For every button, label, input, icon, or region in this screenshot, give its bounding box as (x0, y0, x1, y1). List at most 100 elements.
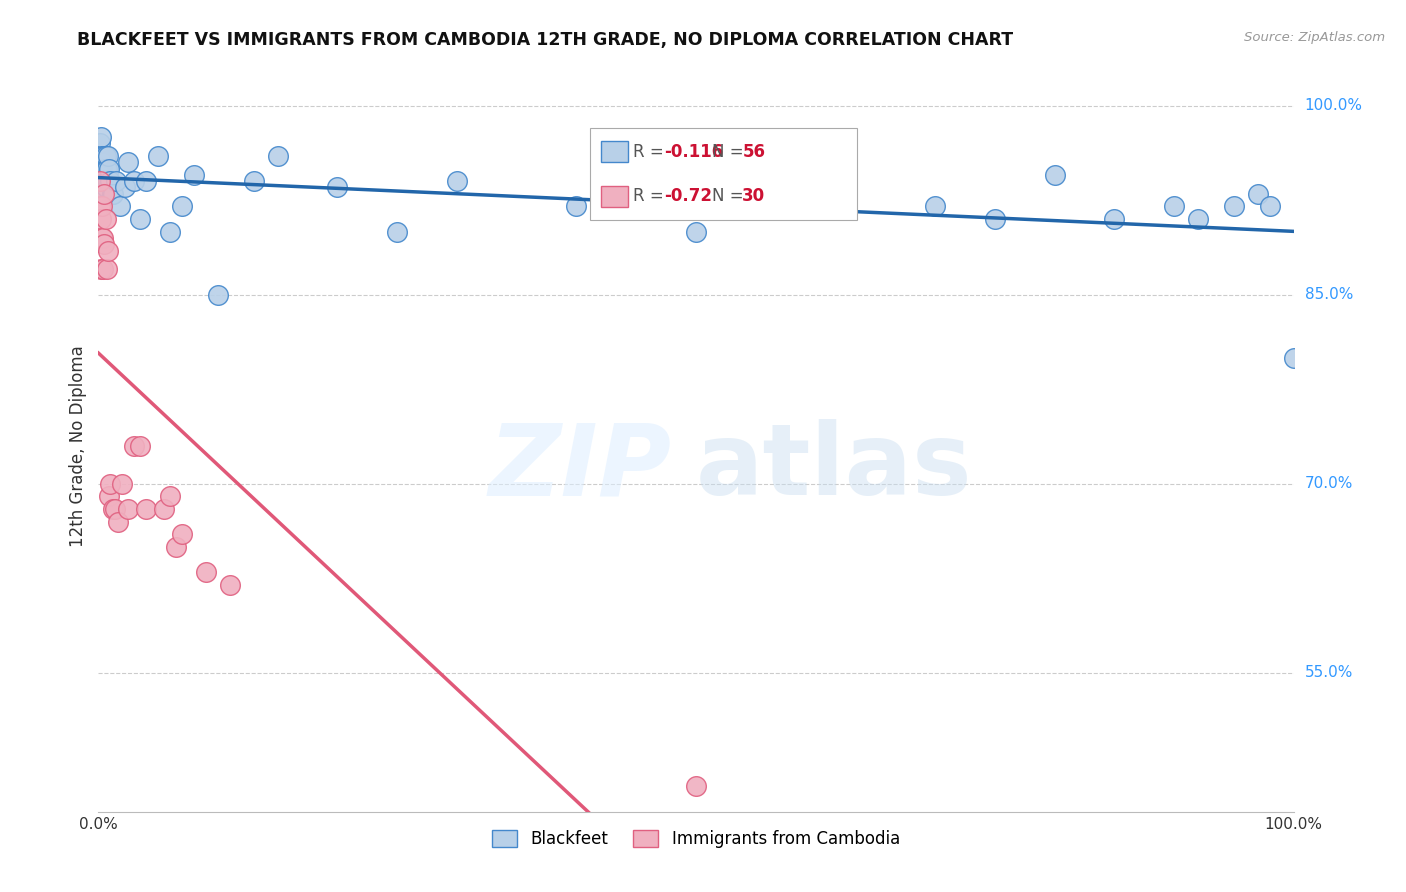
Point (924, 199, 946, 213)
Point (90, 212, 112, 227)
Point (91, 231, 114, 245)
Point (135, 174, 157, 188)
Point (93, 186, 115, 201)
Point (1258, 199, 1281, 213)
Text: 70.0%: 70.0% (1305, 476, 1353, 491)
Point (98, 476, 122, 491)
Point (124, 174, 146, 188)
Text: 100.0%: 100.0% (1305, 98, 1362, 113)
Point (1282, 351, 1305, 365)
Point (685, 780, 707, 794)
Point (94, 180, 117, 194)
Point (207, 287, 229, 301)
Point (90, 149, 112, 163)
Point (94, 149, 117, 163)
Text: N =: N = (711, 143, 749, 161)
Point (98, 174, 122, 188)
Point (100, 186, 122, 201)
Point (1247, 186, 1270, 201)
Point (91, 161, 114, 176)
Point (96, 262, 118, 277)
Point (159, 490, 181, 504)
Point (153, 502, 176, 516)
Point (172, 199, 194, 213)
Text: 85.0%: 85.0% (1305, 287, 1353, 302)
Point (91, 155, 114, 169)
Point (114, 180, 136, 194)
Text: 56: 56 (742, 143, 765, 161)
Text: BLACKFEET VS IMMIGRANTS FROM CAMBODIA 12TH GRADE, NO DIPLOMA CORRELATION CHART: BLACKFEET VS IMMIGRANTS FROM CAMBODIA 12… (77, 31, 1014, 49)
Point (219, 578, 242, 592)
Point (98, 161, 121, 176)
Point (129, 212, 152, 227)
Point (117, 502, 139, 516)
Text: 30: 30 (742, 187, 765, 205)
Point (117, 155, 139, 169)
Point (93, 237, 115, 252)
Point (195, 565, 218, 579)
Point (104, 502, 127, 516)
Y-axis label: 12th Grade, No Diploma: 12th Grade, No Diploma (69, 345, 87, 547)
Point (135, 502, 157, 516)
Point (1043, 168, 1066, 182)
Point (1104, 212, 1126, 227)
Point (326, 180, 349, 194)
Point (111, 476, 134, 491)
Text: R =: R = (634, 143, 669, 161)
Point (183, 168, 205, 182)
Point (129, 439, 152, 453)
Point (93, 186, 115, 201)
Point (91, 174, 114, 188)
Point (97, 149, 120, 163)
Point (105, 174, 128, 188)
Point (1163, 199, 1185, 213)
Text: ZIP: ZIP (489, 419, 672, 516)
Point (1187, 212, 1209, 227)
Point (89, 149, 111, 163)
Point (172, 527, 194, 541)
Point (446, 174, 468, 188)
Point (165, 540, 187, 554)
Point (89, 136, 111, 151)
Text: R =: R = (634, 187, 669, 205)
Text: -0.116: -0.116 (664, 143, 723, 161)
Text: N =: N = (711, 187, 749, 205)
Point (565, 199, 588, 213)
Point (107, 515, 129, 529)
Point (243, 174, 266, 188)
Point (97, 244, 120, 258)
Point (984, 212, 1007, 227)
Point (124, 439, 146, 453)
Point (685, 225, 707, 239)
Point (89, 199, 111, 213)
Point (91, 231, 114, 245)
Point (94, 161, 117, 176)
Point (267, 149, 290, 163)
Point (159, 225, 181, 239)
Point (108, 199, 131, 213)
Text: -0.72: -0.72 (664, 187, 711, 205)
Point (1223, 199, 1246, 213)
Point (385, 225, 409, 239)
Point (91, 199, 114, 213)
Point (98, 490, 121, 504)
Point (94, 212, 117, 227)
Text: atlas: atlas (696, 419, 973, 516)
Point (90, 262, 112, 277)
Legend: Blackfeet, Immigrants from Cambodia: Blackfeet, Immigrants from Cambodia (485, 823, 907, 855)
Text: 55.0%: 55.0% (1305, 665, 1353, 681)
Point (91, 149, 114, 163)
Point (96, 161, 118, 176)
Point (89, 174, 111, 188)
Point (97, 174, 120, 188)
Text: Source: ZipAtlas.com: Source: ZipAtlas.com (1244, 31, 1385, 45)
Point (148, 149, 170, 163)
Point (101, 502, 124, 516)
Point (804, 186, 827, 201)
Point (91, 168, 114, 182)
Point (90, 130, 112, 145)
Point (96, 174, 118, 188)
Point (101, 186, 124, 201)
Point (93, 149, 115, 163)
Point (91, 262, 114, 277)
